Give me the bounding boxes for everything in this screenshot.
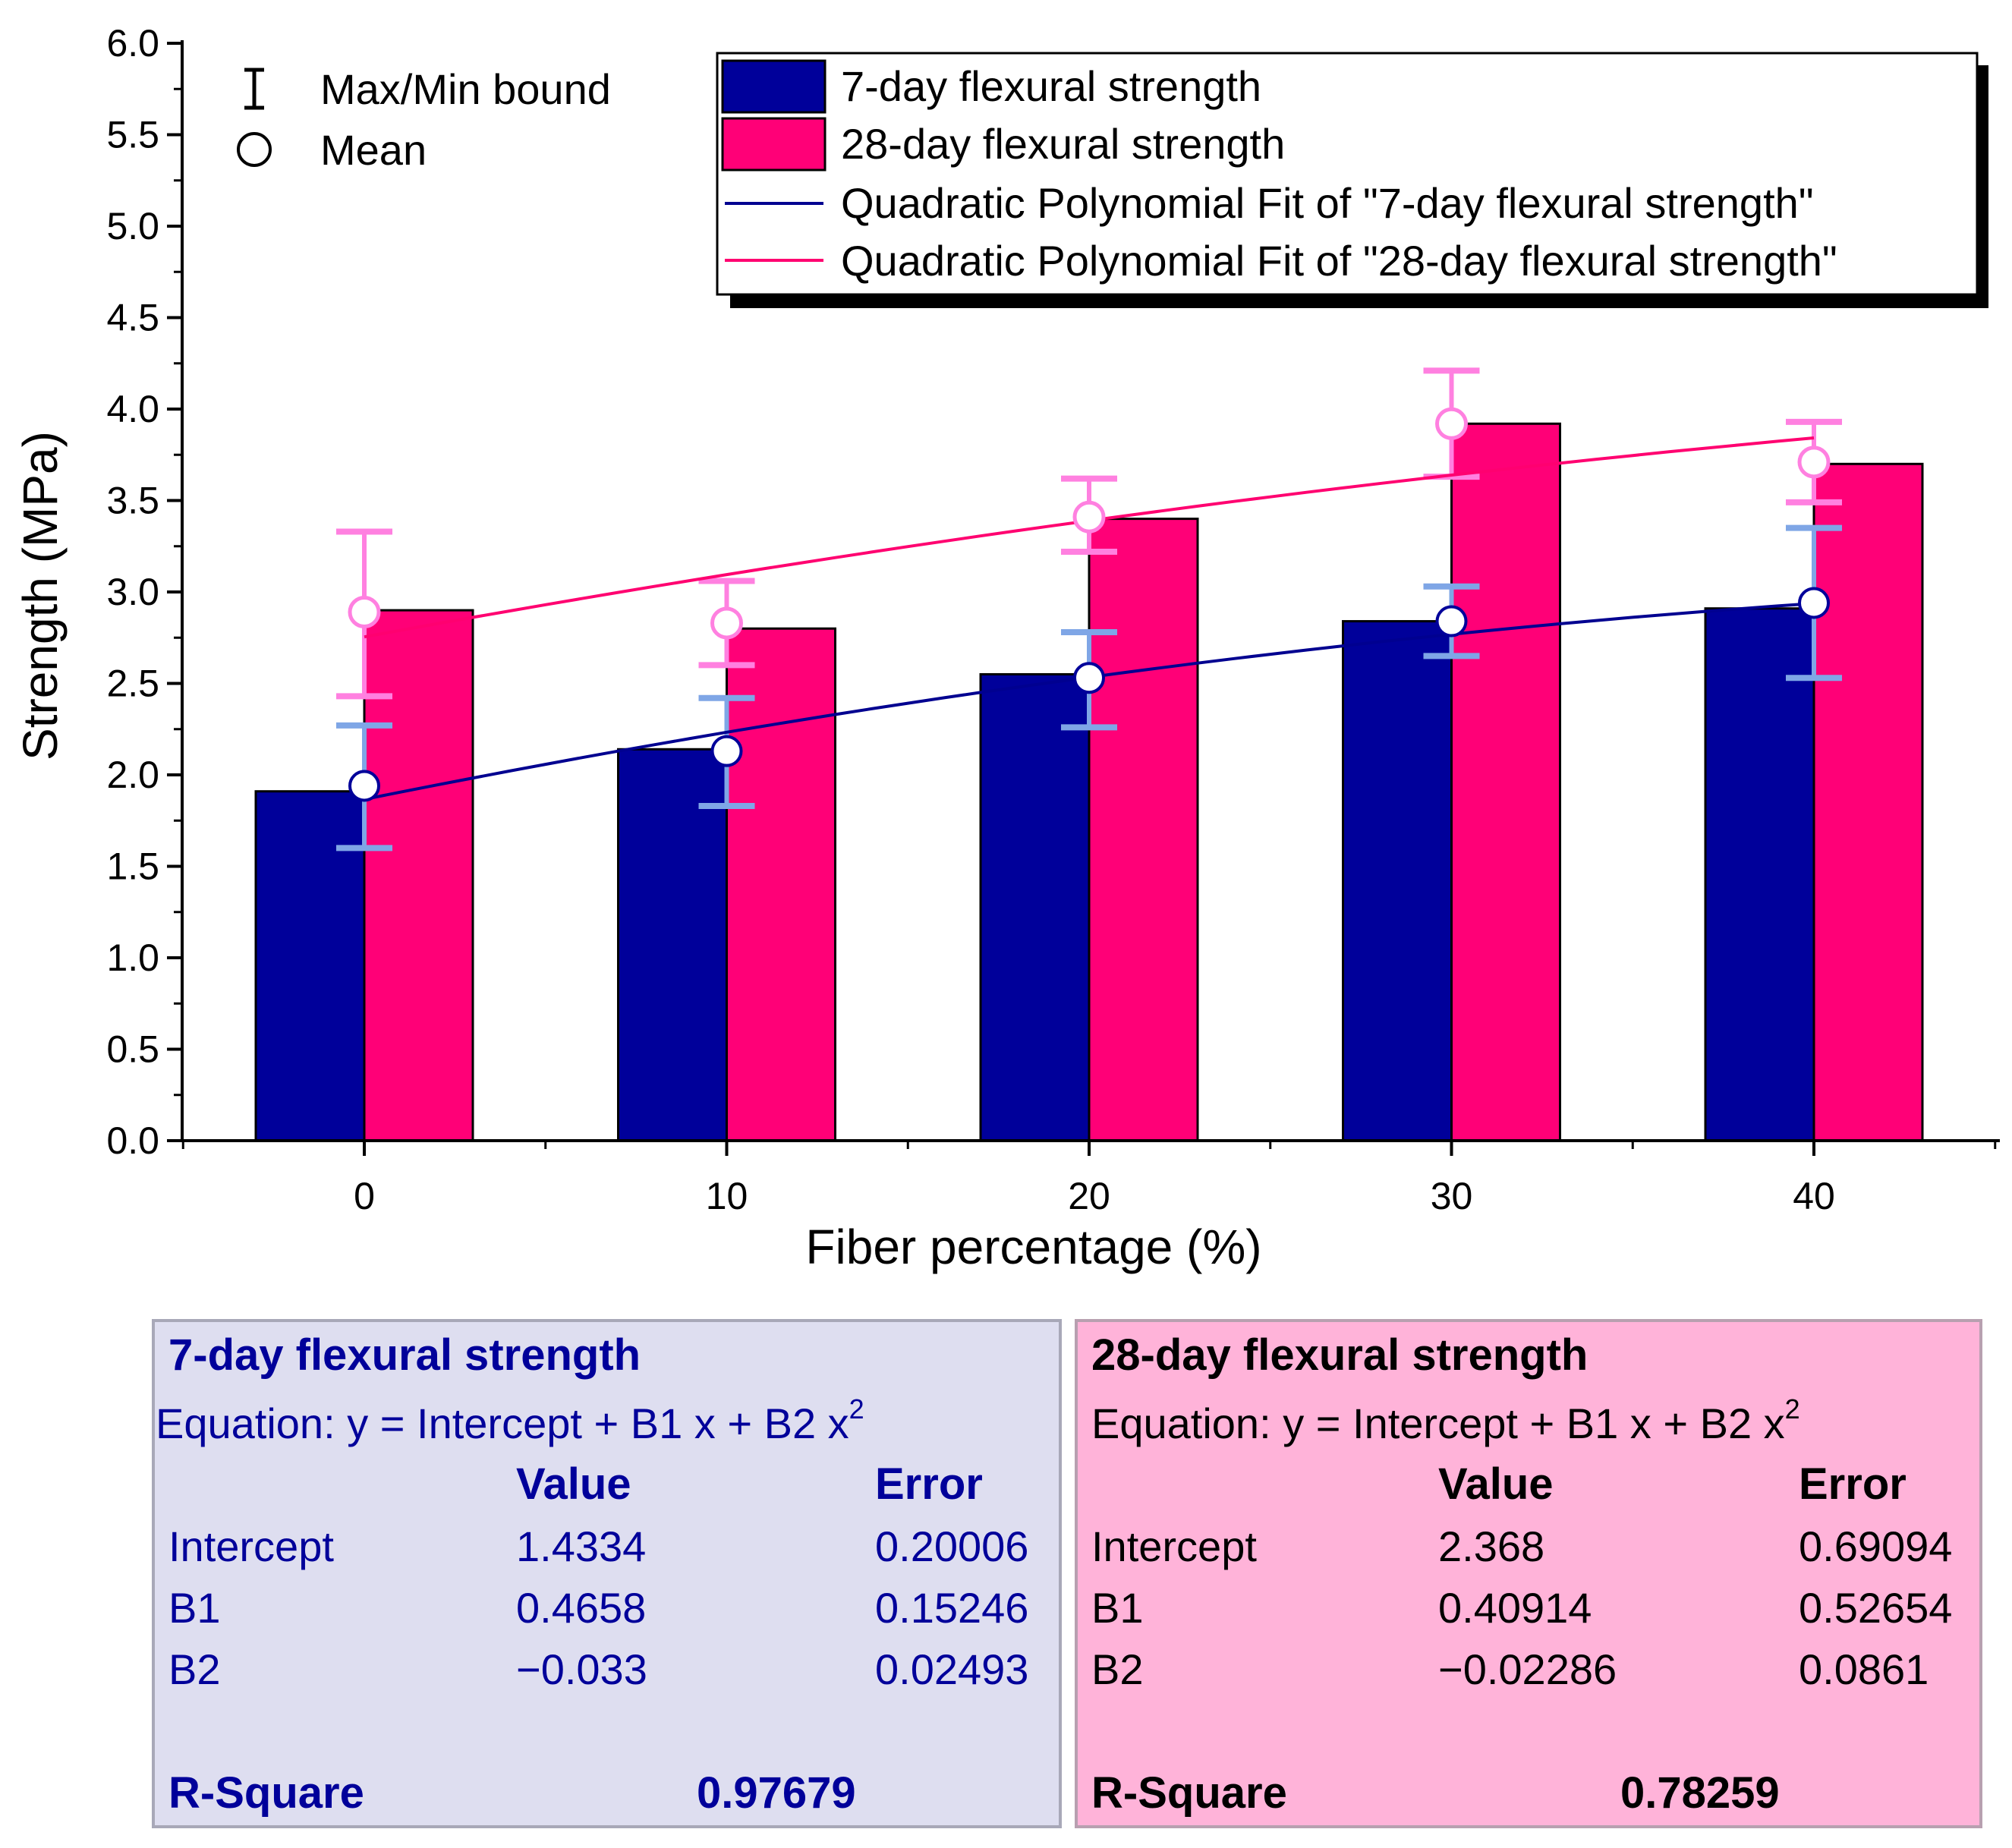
x-tick-label: 10 [706, 1175, 748, 1217]
bar-28day [363, 609, 474, 1142]
mean-point-7day [1798, 587, 1830, 619]
legend-swatch-7day [721, 59, 827, 114]
fit-panel-7day-row-name: B2 [168, 1645, 221, 1693]
legend-label-fit28: Quadratic Polynomial Fit of "28-day flex… [841, 237, 1837, 285]
fit-panel-7day-row-name: Intercept [168, 1522, 334, 1570]
mean-point-28day [1435, 407, 1468, 440]
fit-panel-7day: 7-day flexural strength Equation: y = In… [152, 1319, 1062, 1828]
plot-area [254, 367, 1924, 1142]
mean-point-28day [348, 596, 381, 629]
fit-panel-7day-row-name: B1 [168, 1584, 221, 1632]
mean-point-7day [348, 770, 380, 802]
bar-7day [1704, 607, 1815, 1142]
marker-legend: Max/Min bound Mean [237, 65, 611, 174]
y-tick-label: 4.0 [106, 388, 159, 430]
bar-28day [1812, 462, 1924, 1142]
fit-panel-28day-col-error: Error [1799, 1459, 1907, 1509]
x-tick-label: 20 [1068, 1175, 1110, 1217]
mean-legend-icon [237, 132, 272, 167]
mean-point-28day [1797, 445, 1831, 479]
legend-swatch-28day [721, 117, 827, 172]
fit-panel-7day-bg [152, 1319, 1062, 1828]
fit-panel-28day-row-value: 2.368 [1438, 1522, 1544, 1570]
fit-panel-7day-row-error: 0.02493 [875, 1645, 1028, 1693]
x-tick-label: 40 [1793, 1175, 1835, 1217]
bar-7day [979, 672, 1091, 1142]
fit-panel-28day-eq-prefix: Equation: y = Intercept + B1 x + B2 x [1091, 1399, 1785, 1447]
mean-point-7day [1435, 605, 1468, 638]
fit-panel-7day-row-error: 0.15246 [875, 1584, 1028, 1632]
fit-panel-28day-row-error: 0.0861 [1799, 1645, 1929, 1693]
bar-28day [1088, 518, 1199, 1142]
fit-panel-28day-rsq-label: R-Square [1091, 1768, 1287, 1818]
y-tick-label: 4.5 [106, 297, 159, 339]
legend-label-fit7: Quadratic Polynomial Fit of "7-day flexu… [841, 179, 1814, 227]
mean-point-7day [710, 735, 743, 767]
fit-panel-7day-row-value: 1.4334 [516, 1522, 646, 1570]
fit-panel-7day-title: 7-day flexural strength [168, 1330, 641, 1380]
mean-point-7day [1073, 662, 1105, 694]
fit-panel-28day-row-name: B2 [1091, 1645, 1144, 1693]
mean-point-28day [710, 606, 743, 640]
y-tick-label: 2.5 [106, 663, 159, 705]
fit-panel-28day-equation: Equation: y = Intercept + B1 x + B2 x2 [1091, 1393, 1800, 1447]
bar-7day [1342, 620, 1453, 1142]
errorbar-legend-icon [244, 68, 264, 110]
fit-panel-28day-row-name: Intercept [1091, 1522, 1257, 1570]
y-tick-label: 0.5 [106, 1028, 159, 1071]
fit-panel-28day-title: 28-day flexural strength [1091, 1330, 1588, 1380]
fit-panel-28day: 28-day flexural strength Equation: y = I… [1075, 1319, 1982, 1828]
y-tick-label: 0.0 [106, 1119, 159, 1162]
x-tick-label: 0 [354, 1175, 375, 1217]
fit-panel-7day-rsq-value: 0.97679 [697, 1768, 856, 1818]
fit-panel-7day-row-error: 0.20006 [875, 1522, 1028, 1570]
series-legend: 7-day flexural strength 28-day flexural … [716, 52, 1988, 308]
bar-7day [617, 748, 728, 1142]
fit-panel-7day-eq-prefix: Equation: y = Intercept + B1 x + B2 x [156, 1399, 849, 1447]
y-tick-label: 1.5 [106, 845, 159, 888]
y-tick-label: 2.0 [106, 754, 159, 796]
fit-panel-7day-rsq-label: R-Square [168, 1768, 364, 1818]
fit-panel-7day-col-value: Value [516, 1459, 631, 1509]
fit-panel-28day-eq-sup: 2 [1785, 1393, 1800, 1425]
fit-panel-28day-row-value: 0.40914 [1438, 1584, 1592, 1632]
bar-7day [254, 790, 366, 1142]
mean-point-28day [1072, 500, 1106, 534]
errorbar-legend-label: Max/Min bound [320, 65, 611, 113]
fit-panel-28day-row-name: B1 [1091, 1584, 1144, 1632]
y-tick-label: 3.5 [106, 480, 159, 522]
x-tick-label: 30 [1431, 1175, 1473, 1217]
y-tick-label: 5.5 [106, 114, 159, 156]
x-axis-title: Fiber percentage (%) [805, 1220, 1261, 1274]
fit-panel-28day-bg [1075, 1319, 1982, 1828]
y-axis-title: Strength (MPa) [13, 431, 68, 760]
legend-label-28day: 28-day flexural strength [841, 120, 1285, 168]
legend-box [716, 52, 1979, 296]
y-tick-label: 3.0 [106, 571, 159, 613]
legend-label-7day: 7-day flexural strength [841, 62, 1261, 110]
y-tick-label: 1.0 [106, 937, 159, 979]
fit-panel-7day-eq-sup: 2 [849, 1393, 864, 1425]
fit-panel-28day-rsq-value: 0.78259 [1620, 1768, 1780, 1818]
fit-panel-28day-row-error: 0.52654 [1799, 1584, 1952, 1632]
bar-28day [1450, 422, 1561, 1142]
fit-panel-7day-col-error: Error [875, 1459, 983, 1509]
mean-legend-label: Mean [320, 126, 427, 174]
fit-panel-7day-row-value: 0.4658 [516, 1584, 646, 1632]
fit-panel-28day-row-value: −0.02286 [1438, 1645, 1617, 1693]
fit-panel-7day-equation: Equation: y = Intercept + B1 x + B2 x2 [156, 1393, 864, 1447]
y-tick-label: 5.0 [106, 205, 159, 247]
y-tick-label: 6.0 [106, 22, 159, 65]
fit-panel-7day-row-value: −0.033 [516, 1645, 647, 1693]
axes: 0.0 0.5 1.0 1.5 2.0 2.5 3.0 3.5 4.0 4.5 5.0 5.5 6.0 0… [106, 22, 2000, 1217]
bar-28day [726, 627, 836, 1142]
fit-panel-28day-row-error: 0.69094 [1799, 1522, 1952, 1570]
fit-panel-28day-col-value: Value [1438, 1459, 1554, 1509]
